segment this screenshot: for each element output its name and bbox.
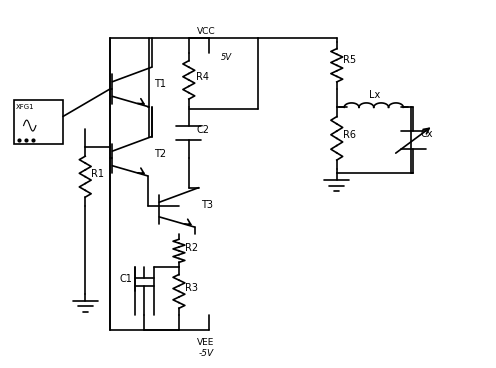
Text: T1: T1	[154, 79, 166, 89]
Text: VCC: VCC	[197, 27, 215, 36]
Text: R4: R4	[196, 72, 209, 82]
Text: 5V: 5V	[221, 53, 232, 62]
Text: T2: T2	[154, 149, 167, 159]
Text: R6: R6	[343, 130, 356, 140]
Text: R1: R1	[91, 169, 104, 179]
Bar	[14, 100, 63, 144]
Text: R3: R3	[185, 283, 198, 293]
Text: -5V: -5V	[198, 348, 214, 358]
Text: T3: T3	[201, 200, 213, 210]
Text: Cx: Cx	[421, 128, 433, 138]
Text: R5: R5	[343, 56, 356, 66]
Text: R2: R2	[185, 243, 198, 253]
Text: C2: C2	[196, 125, 209, 135]
Text: Lx: Lx	[369, 90, 380, 100]
Text: VEE: VEE	[197, 338, 215, 347]
Text: XFG1: XFG1	[16, 104, 35, 110]
Text: C1: C1	[120, 274, 132, 284]
